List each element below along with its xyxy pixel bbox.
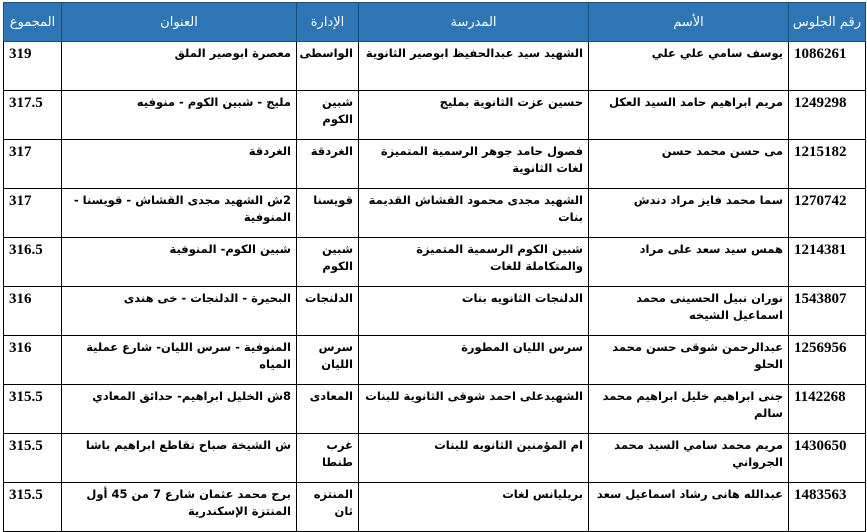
school: فصول حامد جوهر الرسمية المتميزة لغات الث… — [358, 139, 589, 189]
address: 8ش الخليل ابراهيم- حدائق المعادي — [61, 384, 297, 434]
administration: سرس الليان — [296, 335, 359, 385]
student-name: مى حسن محمد حسن — [588, 139, 789, 189]
seat-number: 1214381 — [788, 237, 866, 287]
address: الغردقة — [61, 139, 297, 189]
address: معصرة ابوصير الملق — [61, 41, 297, 91]
table-row: 1086261 يوسف سامي علي علي الشهيد سيد عبدال… — [3, 41, 866, 91]
seat-number: 1249298 — [788, 90, 866, 140]
address: ش الشيخة صباح تقاطع ابراهيم باشا — [61, 433, 297, 483]
school: حسين عزت الثانوية بمليج — [358, 90, 589, 140]
table-row: 1430650 مريم محمد سامي السيد محمد الجروان… — [3, 433, 866, 483]
school: ام المؤمنين الثانويه للبنات — [358, 433, 589, 483]
table-body: 1086261 يوسف سامي علي علي الشهيد سيد عبدال… — [3, 41, 866, 532]
total: 317 — [3, 188, 62, 238]
administration: الدلنجات — [296, 286, 359, 336]
total: 319 — [3, 41, 62, 91]
administration: الواسطى — [296, 41, 359, 91]
total: 315.5 — [3, 384, 62, 434]
table-row: 1256956 عبدالرحمن شوقى حسن محمد الحلو سرس … — [3, 335, 866, 385]
table-row: 1249298 مريم ابراهيم حامد السيد العكل حسين… — [3, 90, 866, 140]
administration: شبين الكوم — [296, 237, 359, 287]
total: 316.5 — [3, 237, 62, 287]
school: الشهيد سيد عبدالحفيظ ابوصير الثانوية — [358, 41, 589, 91]
seat-number: 1086261 — [788, 41, 866, 91]
student-name: نوران نبيل الحسينى محمد اسماعيل الشيخه — [588, 286, 789, 336]
student-name: عبدالرحمن شوقى حسن محمد الحلو — [588, 335, 789, 385]
address: برج محمد عثمان شارع 7 من 45 أول المنتزة … — [61, 482, 297, 532]
seat-number: 1215182 — [788, 139, 866, 189]
student-name: سما محمد فايز مراد دندش — [588, 188, 789, 238]
address: 2ش الشهيد مجدى القشاش - قويسنا - المنوفي… — [61, 188, 297, 238]
table-row: 1543807 نوران نبيل الحسينى محمد اسماعيل ا… — [3, 286, 866, 336]
total: 315.5 — [3, 482, 62, 532]
school: الشهيدعلى احمد شوقى الثانوية للبنات — [358, 384, 589, 434]
total: 317 — [3, 139, 62, 189]
table-row: 1142268 جنى ابراهيم خليل ابراهيم محمد سال… — [3, 384, 866, 434]
student-name: يوسف سامي علي علي — [588, 41, 789, 91]
address: شبين الكوم- المنوفية — [61, 237, 297, 287]
student-name: همس سيد سعد على مراد — [588, 237, 789, 287]
column-header: رقم الجلوس — [788, 2, 866, 42]
school: بريليانس لغات — [358, 482, 589, 532]
school: الدلنجات الثانويه بنات — [358, 286, 589, 336]
column-header: الإدارة — [296, 2, 359, 42]
administration: المعادى — [296, 384, 359, 434]
total: 316 — [3, 286, 62, 336]
seat-number: 1543807 — [788, 286, 866, 336]
address: المنوفية - سرس الليان- شارع عملية المياه — [61, 335, 297, 385]
seat-number: 1270742 — [788, 188, 866, 238]
student-name: مريم ابراهيم حامد السيد العكل — [588, 90, 789, 140]
address: البحيرة - الدلنجات - خى هندى — [61, 286, 297, 336]
address: مليج - شبين الكوم - منوفيه — [61, 90, 297, 140]
table-row: 1215182 مى حسن محمد حسن فصول حامد جوهر الر… — [3, 139, 866, 189]
administration: شبين الكوم — [296, 90, 359, 140]
school: سرس الليان المطورة — [358, 335, 589, 385]
table-row: 1270742 سما محمد فايز مراد دندش الشهيد مجد… — [3, 188, 866, 238]
administration: غرب طنطا — [296, 433, 359, 483]
school: الشهيد مجدى محمود القشاش القديمة بنات — [358, 188, 589, 238]
seat-number: 1483563 — [788, 482, 866, 532]
administration: المنتزه ثان — [296, 482, 359, 532]
total: 316 — [3, 335, 62, 385]
table-row: 1214381 همس سيد سعد على مراد شبين الكوم ال… — [3, 237, 866, 287]
column-header: المدرسة — [358, 2, 589, 42]
total: 315.5 — [3, 433, 62, 483]
header-row: رقم الجلوس الأسم المدرسة الإدارة العنوان المج… — [3, 2, 866, 42]
column-header: الأسم — [588, 2, 789, 42]
administration: قويسنا — [296, 188, 359, 238]
total: 317.5 — [3, 90, 62, 140]
seat-number: 1430650 — [788, 433, 866, 483]
seat-number: 1142268 — [788, 384, 866, 434]
student-name: عبدالله هانى رشاد اسماعيل سعد — [588, 482, 789, 532]
student-name: مريم محمد سامي السيد محمد الجرواني — [588, 433, 789, 483]
column-header: العنوان — [61, 2, 297, 42]
school: شبين الكوم الرسمية المتميزة والمتكاملة ل… — [358, 237, 589, 287]
column-header: المجموع — [3, 2, 62, 42]
seat-number: 1256956 — [788, 335, 866, 385]
table-row: 1483563 عبدالله هانى رشاد اسماعيل سعد بريل… — [3, 482, 866, 532]
administration: الغردقة — [296, 139, 359, 189]
student-name: جنى ابراهيم خليل ابراهيم محمد سالم — [588, 384, 789, 434]
results-table: رقم الجلوس الأسم المدرسة الإدارة العنوان المج… — [3, 2, 866, 532]
